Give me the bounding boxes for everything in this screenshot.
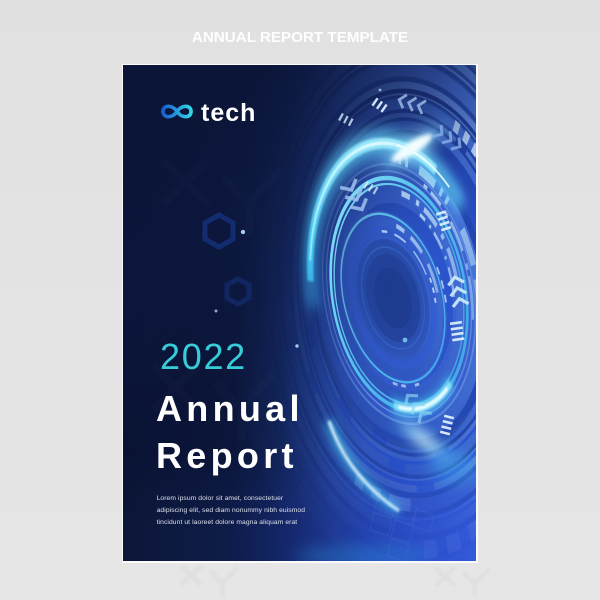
- svg-text:tech: tech: [201, 99, 256, 127]
